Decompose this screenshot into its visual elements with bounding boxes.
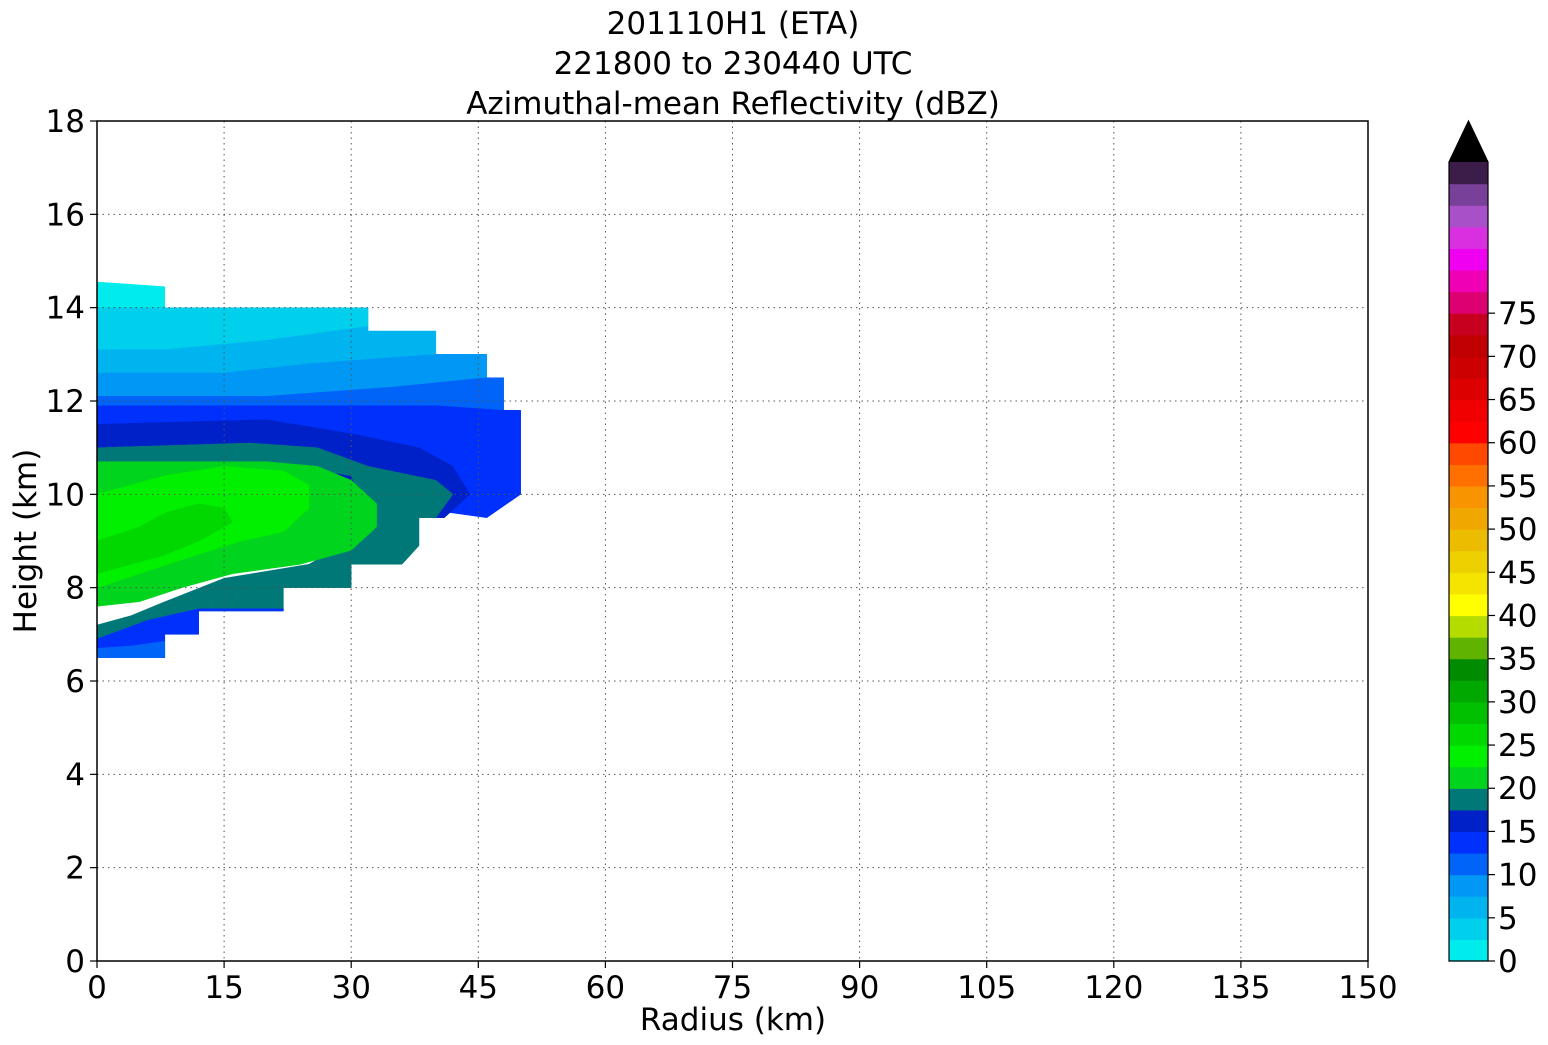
y-tick-label-2: 4 [65, 757, 85, 793]
grid-lines [97, 121, 1368, 961]
colorbar-segment-8 [1449, 766, 1488, 789]
colorbar-extend-arrow [1449, 121, 1488, 162]
y-axis: 0 2 4 6 8 10 12 14 16 18 [46, 104, 97, 980]
x-tick-label-7: 105 [957, 970, 1016, 1006]
colorbar-tick-label-14: 70 [1498, 339, 1537, 375]
chart-title-line-3: Azimuthal-mean Reflectivity (dBZ) [466, 86, 1000, 122]
contour-fill [96, 281, 521, 658]
y-tick-label-9: 18 [46, 104, 85, 140]
colorbar-segment-5 [1449, 831, 1488, 854]
colorbar-segment-27 [1449, 356, 1488, 379]
colorbar-segment-32 [1449, 248, 1488, 271]
colorbar-segment-34 [1449, 205, 1488, 228]
colorbar-segment-3 [1449, 874, 1488, 897]
x-tick-label-0: 0 [87, 970, 107, 1006]
colorbar-segment-33 [1449, 226, 1488, 249]
colorbar-segment-31 [1449, 269, 1488, 293]
colorbar-tick-label-4: 20 [1498, 771, 1537, 807]
y-tick-label-8: 16 [46, 197, 85, 233]
colorbar-segment-0 [1449, 939, 1488, 962]
colorbar-segment-6 [1449, 809, 1488, 833]
x-tick-label-4: 60 [586, 970, 625, 1006]
x-tick-label-3: 45 [459, 970, 498, 1006]
colorbar-segment-14 [1449, 637, 1488, 660]
y-tick-label-6: 12 [46, 384, 85, 420]
colorbar-tick-label-5: 25 [1498, 728, 1537, 764]
colorbar-segment-13 [1449, 658, 1488, 681]
colorbar-segment-9 [1449, 745, 1488, 768]
colorbar-tick-label-8: 40 [1498, 598, 1537, 634]
colorbar-tick-label-3: 15 [1498, 814, 1537, 850]
colorbar-segment-17 [1449, 572, 1488, 595]
colorbar-segment-11 [1449, 701, 1488, 725]
colorbar-tick-label-12: 60 [1498, 426, 1537, 462]
colorbar-segment-19 [1449, 529, 1488, 552]
colorbar-segment-4 [1449, 853, 1488, 876]
colorbar-tick-label-9: 45 [1498, 555, 1537, 591]
y-tick-label-3: 6 [65, 664, 85, 700]
colorbar-tick-label-15: 75 [1498, 296, 1537, 332]
colorbar-tick-label-13: 65 [1498, 383, 1537, 419]
colorbar-tick-label-11: 55 [1498, 469, 1537, 505]
contour-region-10 [96, 503, 233, 575]
colorbar-segment-26 [1449, 377, 1488, 401]
colorbar-segment-16 [1449, 593, 1488, 617]
colorbar-segment-30 [1449, 291, 1488, 314]
colorbar-tick-label-7: 35 [1498, 642, 1537, 678]
colorbar-segment-23 [1449, 442, 1488, 465]
contour-region-0 [96, 281, 166, 308]
x-tick-label-6: 90 [840, 970, 879, 1006]
colorbar-segment-24 [1449, 421, 1488, 444]
colorbar-segment-36 [1449, 162, 1488, 185]
colorbar-segment-29 [1449, 313, 1488, 336]
x-axis-label: Radius (km) [640, 1002, 826, 1038]
colorbar-segment-35 [1449, 183, 1488, 206]
colorbar-outline [1448, 119, 1489, 962]
colorbar-segment-21 [1449, 485, 1488, 509]
y-tick-label-5: 10 [46, 477, 85, 513]
x-tick-label-8: 120 [1084, 970, 1143, 1006]
colorbar-segment-15 [1449, 615, 1488, 638]
x-tick-label-10: 150 [1338, 970, 1397, 1006]
y-tick-label-0: 0 [65, 944, 85, 980]
colorbar-segment-1 [1449, 917, 1488, 941]
colorbar-segment-2 [1449, 896, 1488, 919]
colorbar-segment-12 [1449, 680, 1488, 703]
colorbar-segment-20 [1449, 507, 1488, 530]
x-axis: 0 15 30 45 60 75 90 105 120 135 150 [87, 961, 1398, 1006]
y-tick-label-1: 2 [65, 851, 85, 887]
y-axis-label: Height (km) [8, 449, 44, 634]
x-tick-label-5: 75 [713, 970, 752, 1006]
colorbar-segment-22 [1449, 464, 1488, 487]
y-tick-label-4: 8 [65, 571, 85, 607]
chart-title-line-1: 201110H1 (ETA) [607, 6, 860, 42]
colorbar: 0 5 10 15 20 25 30 35 40 45 50 55 60 65 70 75 [1448, 119, 1537, 980]
colorbar-tick-label-0: 0 [1498, 944, 1518, 980]
colorbar-segment-25 [1449, 399, 1488, 422]
colorbar-tick-label-10: 50 [1498, 512, 1537, 548]
colorbar-segment-10 [1449, 723, 1488, 746]
colorbar-segment-18 [1449, 550, 1488, 573]
y-tick-label-7: 14 [46, 291, 85, 327]
x-tick-label-9: 135 [1211, 970, 1270, 1006]
x-tick-label-2: 30 [331, 970, 370, 1006]
chart-title-line-2: 221800 to 230440 UTC [554, 46, 913, 82]
x-tick-label-1: 15 [204, 970, 243, 1006]
colorbar-tick-label-1: 5 [1498, 901, 1518, 937]
colorbar-segment-28 [1449, 334, 1488, 357]
colorbar-segment-7 [1449, 788, 1488, 811]
colorbar-tick-label-6: 30 [1498, 685, 1537, 721]
colorbar-tick-label-2: 10 [1498, 858, 1537, 894]
